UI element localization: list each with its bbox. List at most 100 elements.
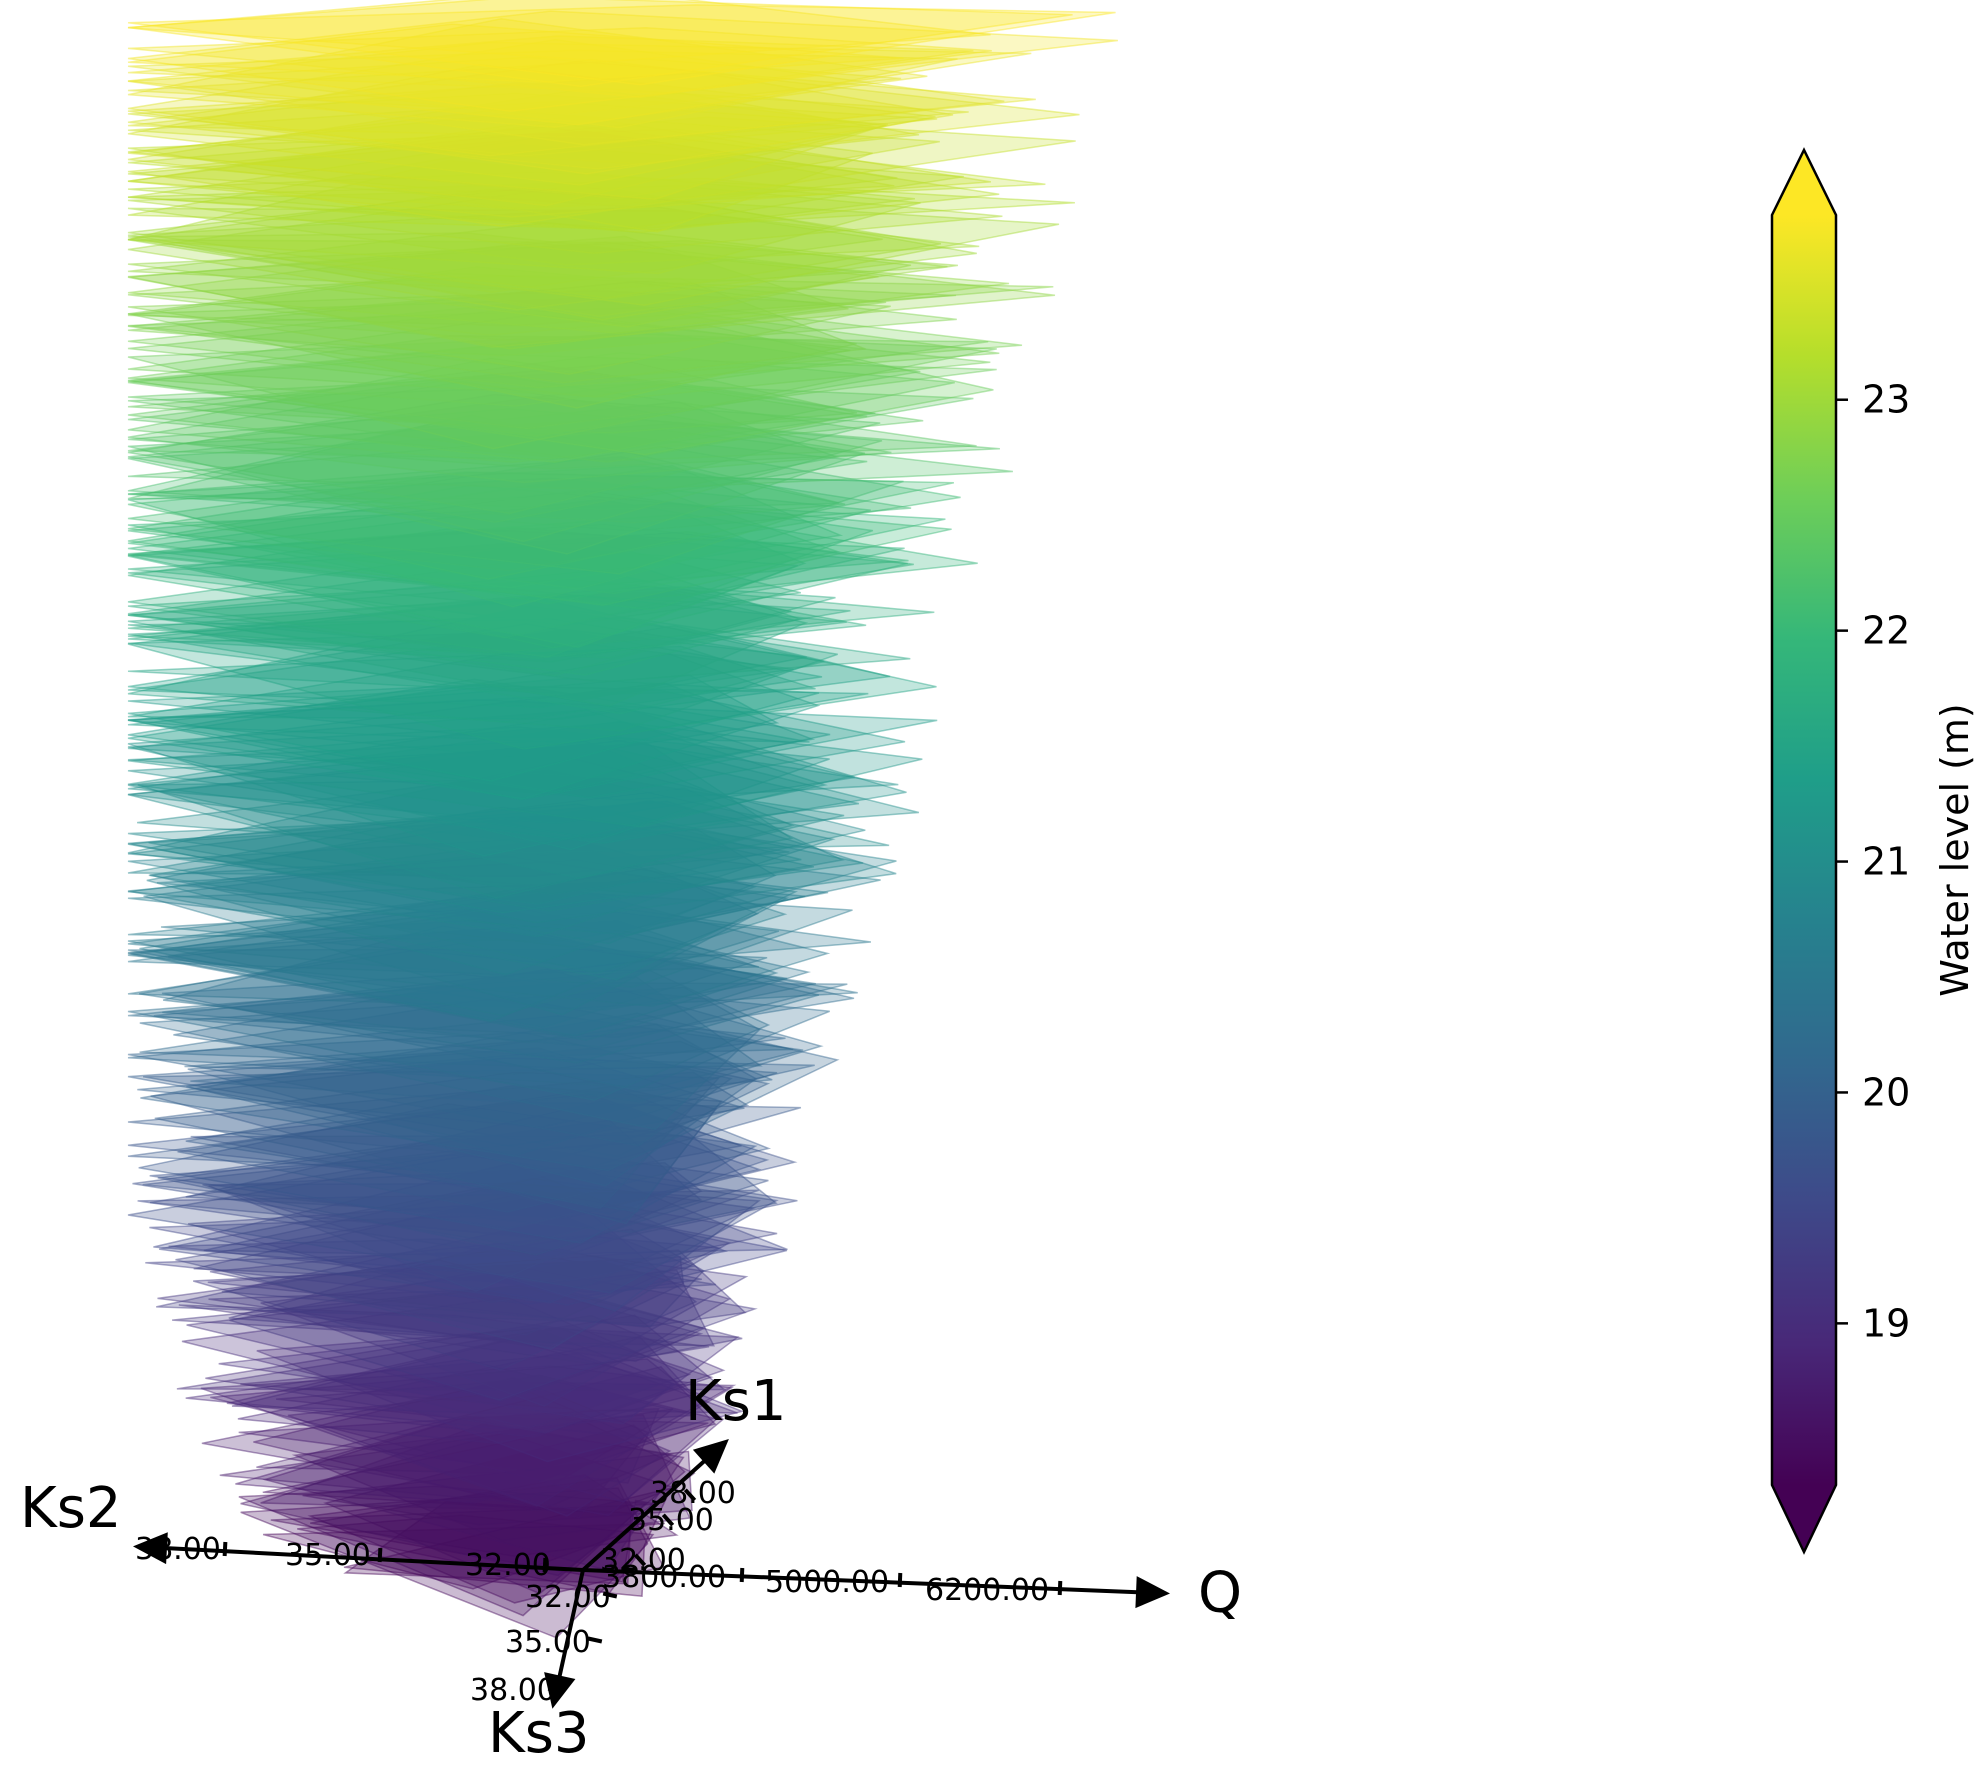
sample-polygon [343,1501,632,1585]
sample-polygon [127,744,860,838]
sample-polygon [240,1414,696,1577]
sample-polygon [127,557,792,677]
sample-polygon [127,565,803,676]
sample-polygon [127,615,825,715]
sample-polygon [127,407,1000,470]
sample-polygon [148,800,836,938]
sample-polygon [262,1522,665,1590]
sample-polygon [207,1249,747,1328]
tick-mark [739,1567,745,1583]
sample-polygon [127,0,991,63]
sample-polygon [127,422,866,555]
sample-polygon [310,1474,679,1558]
sample-polygon [127,624,891,720]
sample-polygon [231,1339,675,1418]
sample-polygon [127,1101,802,1178]
sample-polygon [138,927,820,1064]
sample-polygon [127,682,816,779]
sample-polygon [190,1040,773,1104]
sample-polygon [127,1071,750,1163]
tick-label: 6200.00 [925,1573,1049,1608]
sample-polygon [127,383,974,464]
sample-polygon [148,814,815,912]
sample-polygon [297,1514,655,1594]
sample-polygon [256,1327,745,1463]
sample-polygon [168,1238,716,1293]
axis-title-ks2: Ks2 [20,1476,122,1541]
sample-polygon [161,973,830,1091]
sample-polygon [127,92,920,166]
sample-polygon [139,975,763,1070]
sample-polygon [127,414,846,524]
sample-polygon [175,1198,732,1351]
sample-polygon [127,645,816,696]
sample-polygon [127,721,923,828]
sample-polygon [173,968,824,1103]
sample-polygon [210,1358,725,1503]
sample-polygon [127,1154,779,1294]
sample-polygon [127,329,921,437]
sample-polygon [127,1031,733,1147]
sample-polygon [127,177,915,231]
sample-polygon [203,1167,788,1257]
sample-polygon [127,632,794,700]
sample-polygon [307,1476,665,1604]
tick-mark [661,1513,675,1527]
sample-polygon [139,986,761,1131]
water-level-polygons [127,0,1118,1639]
sample-polygon [127,335,989,407]
sample-polygon [127,417,883,543]
tick-label: 35.00 [628,1503,714,1538]
sample-polygon [127,757,866,905]
sample-polygon [127,498,978,604]
tick-label: 32.00 [465,1548,551,1583]
sample-polygon [127,361,858,434]
sample-polygon [187,1049,778,1158]
sample-polygon [127,683,810,743]
sample-polygon [149,1148,798,1244]
sample-polygon [127,182,942,299]
sample-polygon [200,1365,734,1507]
sample-polygon [143,852,790,1016]
sample-polygon [157,1137,769,1256]
tick-label: 32.00 [525,1580,611,1615]
sample-polygon [149,1211,787,1306]
sample-polygon [127,82,969,140]
colorbar-extend-min [1772,1485,1836,1552]
sample-polygon [137,769,890,854]
tick-label: 38.00 [650,1476,736,1511]
sample-polygon [178,1304,710,1366]
sample-polygon [127,296,1000,389]
sample-polygon [127,527,905,639]
axis-q: 3800.00 5000.00 6200.00 Q [582,1560,1242,1626]
sample-polygon [160,902,872,968]
sample-polygon [127,471,955,580]
sample-polygon [127,585,867,659]
sample-polygon [127,274,1054,336]
sample-polygon [218,1326,740,1425]
sample-polygon [127,484,952,607]
sample-polygon [256,1365,717,1475]
sample-polygon [127,707,907,845]
sample-polygon [127,464,844,589]
sample-polygon [127,889,853,989]
tick-label: 38.00 [135,1532,221,1567]
sample-polygon [127,489,874,611]
sample-polygon [127,852,799,981]
sample-polygon [127,590,809,707]
sample-polygon [291,1413,691,1542]
sample-polygon [168,927,858,1010]
sample-polygon [127,969,771,1101]
sample-polygon [127,800,897,924]
axis-title-ks3: Ks3 [488,1701,590,1766]
sample-polygon [127,1014,804,1089]
sample-polygon [185,1084,723,1213]
sample-polygon [185,1100,798,1219]
sample-polygon [127,904,812,1041]
sample-polygon [127,351,955,463]
sample-polygon [127,531,914,616]
sample-polygon [127,874,829,943]
arrow-head-icon [1135,1576,1170,1609]
colorbar-body [1772,215,1836,1485]
